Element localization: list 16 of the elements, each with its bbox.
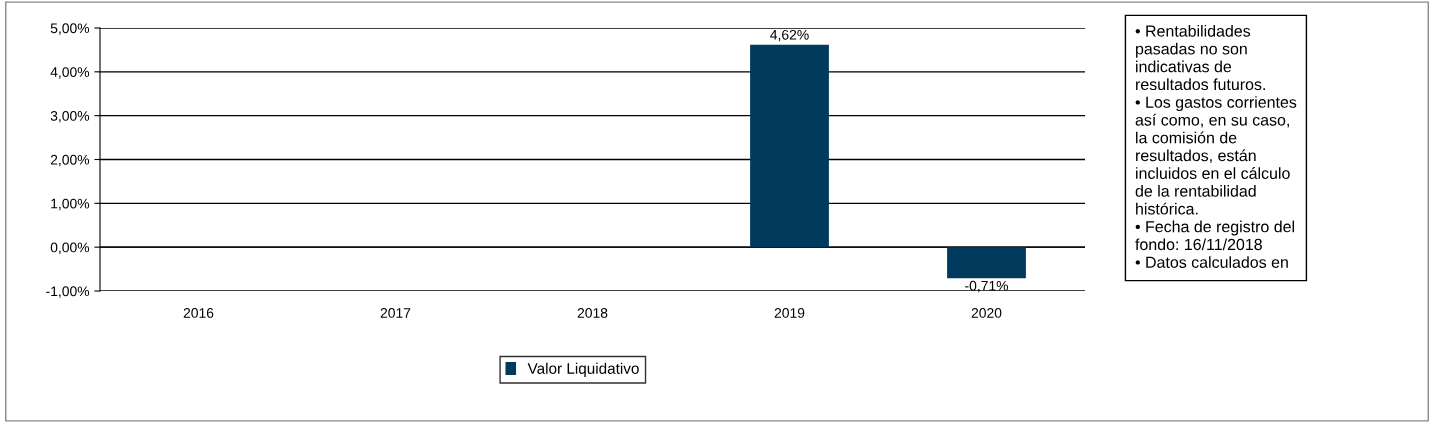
legend-label: Valor Liquidativo: [527, 362, 639, 377]
x-tick-label: 2017: [380, 308, 411, 318]
x-tick-label: 2018: [577, 308, 608, 318]
y-tick-label: 3,00%: [50, 111, 90, 123]
y-tick-label: 2,00%: [50, 154, 90, 167]
x-tick-label: 2016: [183, 308, 214, 318]
y-tick-label: 1,00%: [51, 198, 90, 211]
x-tick-label: 2019: [774, 308, 805, 318]
y-tick-label: -1,00%: [46, 286, 90, 298]
x-tick-label: 2020: [971, 308, 1002, 318]
data-label: 4,62%: [770, 29, 809, 42]
y-tick-label: 5,00%: [50, 23, 90, 35]
text: • Rentabilidades pasadas no son indicativas de resultados futuros. • Los gastos corrientes así como, en su caso, la comisión de resultados, están incluidos en el cálculo de la rentabilidad histórica. • Fecha de registro del fondo: 16/11/2018 • Datos calculados en: [1135, 25, 1297, 268]
y-tick-label: 0,00%: [50, 242, 90, 254]
data-label: -0,71%: [965, 280, 1009, 293]
y-tick-label: 4,00%: [50, 67, 90, 79]
